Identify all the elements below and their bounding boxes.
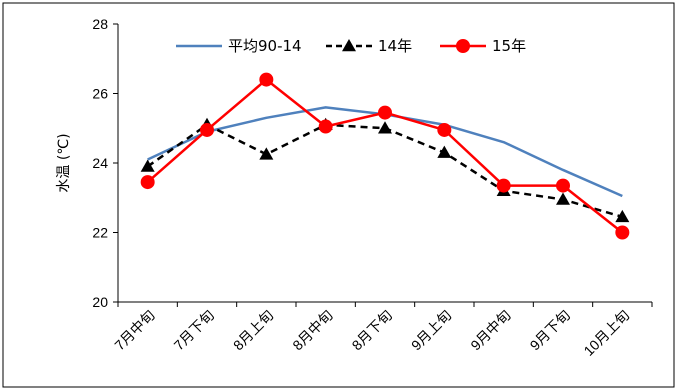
data-point: [259, 147, 274, 160]
legend-item: 14年: [326, 37, 412, 55]
data-point: [556, 178, 570, 193]
data-point: [615, 225, 630, 240]
data-point: [615, 209, 630, 223]
legend-label: 平均90-14: [228, 37, 302, 55]
data-point: [200, 122, 214, 137]
data-point: [378, 105, 392, 120]
y-tick-label: 26: [92, 86, 108, 102]
y-tick-label: 22: [92, 225, 108, 241]
legend: 平均90-14 14年 15年: [176, 37, 526, 55]
legend-label: 15年: [492, 37, 526, 55]
data-point: [437, 145, 452, 158]
legend-label: 14年: [378, 37, 412, 55]
series-2: [140, 72, 630, 240]
legend-item: 15年: [440, 37, 526, 55]
y-tick-label: 24: [92, 155, 108, 171]
y-axis-label: 水温 (℃): [56, 133, 72, 192]
y-tick-label: 28: [92, 16, 108, 32]
data-point: [378, 121, 392, 134]
data-point: [556, 192, 570, 205]
legend-marker: [342, 39, 356, 52]
data-point: [318, 119, 333, 134]
series-layer: [140, 72, 630, 240]
legend-marker: [456, 39, 470, 53]
data-point: [259, 72, 274, 87]
data-point: [496, 178, 511, 193]
legend-item: 平均90-14: [176, 37, 302, 55]
y-tick-label: 20: [92, 294, 108, 310]
data-point: [140, 159, 155, 172]
data-point: [140, 175, 155, 190]
data-point: [437, 122, 452, 137]
